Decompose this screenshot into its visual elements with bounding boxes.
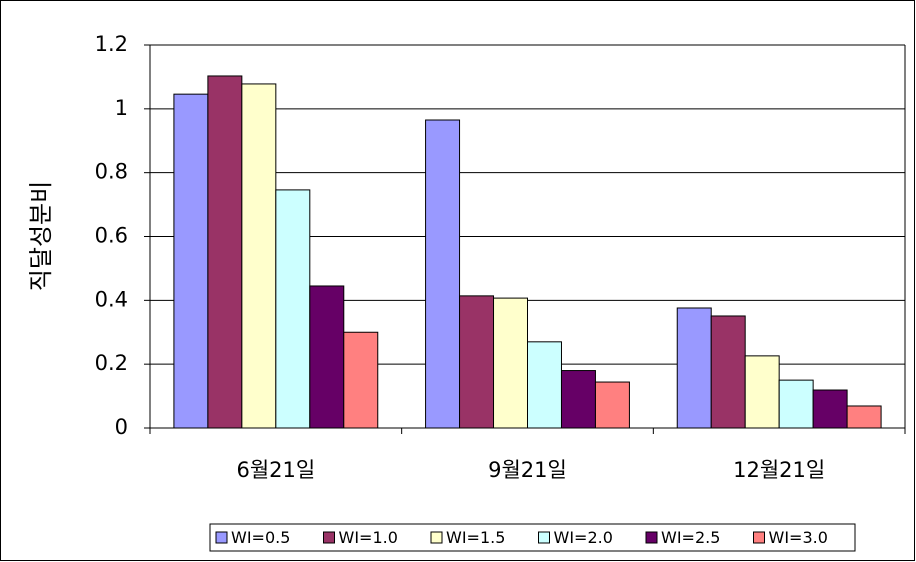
y-axis-label: 직달성분비: [27, 181, 55, 291]
legend-box: [209, 523, 856, 552]
y-tick-label: 0.6: [95, 224, 128, 248]
bar: [527, 341, 562, 429]
bar: [710, 315, 746, 429]
legend-label: WI=0.5: [231, 528, 290, 547]
bar: [744, 355, 780, 429]
legend-label: WI=2.0: [554, 528, 613, 547]
y-tick-label: 1: [115, 96, 128, 120]
legend-label: WI=1.0: [339, 528, 398, 547]
bar: [459, 295, 495, 429]
bar: [846, 405, 882, 429]
y-tick-label: 0: [115, 415, 128, 439]
x-tick-label: 12월21일: [733, 458, 825, 482]
bar: [173, 93, 209, 429]
legend-swatch: [430, 531, 443, 544]
legend-swatch: [215, 531, 228, 544]
bar: [812, 389, 848, 429]
bar: [275, 189, 311, 429]
x-tick-label: 9월21일: [488, 458, 567, 482]
bar: [594, 381, 630, 429]
legend-swatch: [538, 531, 550, 544]
legend-label: WI=3.0: [769, 528, 828, 547]
bar: [493, 297, 528, 429]
bar: [309, 285, 345, 429]
legend-label: WI=1.5: [446, 528, 505, 547]
legend-swatch: [645, 531, 658, 544]
bar: [676, 307, 712, 429]
legend-label: WI=2.5: [661, 528, 720, 547]
bar: [425, 119, 461, 429]
legend-swatch: [323, 531, 335, 544]
bar: [560, 370, 596, 429]
y-tick-label: 0.2: [95, 351, 128, 375]
y-tick-label: 1.2: [95, 32, 128, 56]
bar: [778, 379, 814, 429]
bar: [207, 75, 243, 429]
bar: [343, 331, 379, 429]
y-tick-label: 0.4: [95, 287, 128, 311]
bar: [241, 83, 277, 429]
y-tick-label: 0.8: [95, 160, 128, 184]
x-tick-label: 6월21일: [236, 458, 315, 482]
legend-swatch: [753, 531, 765, 544]
